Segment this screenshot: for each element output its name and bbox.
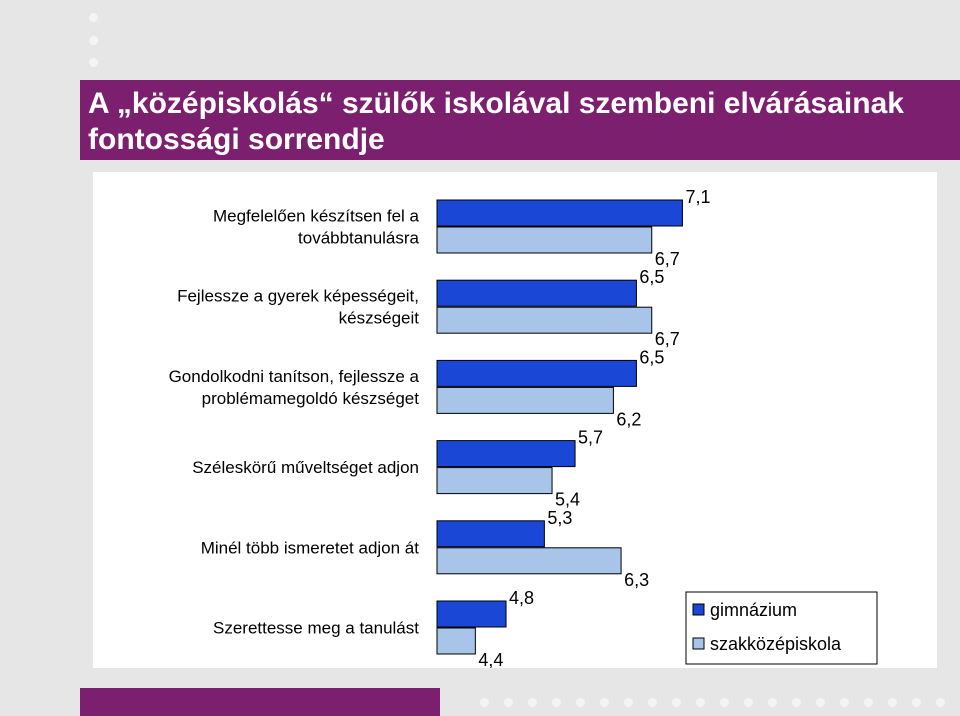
value-label: 6,5 (639, 267, 664, 287)
decor-dot (720, 698, 729, 707)
value-label: 6,5 (639, 347, 664, 367)
value-label: 6,7 (655, 329, 680, 349)
decor-dot (600, 698, 609, 707)
decor-dot (648, 698, 657, 707)
legend-swatch (692, 603, 705, 616)
decor-dot (89, 36, 98, 45)
value-label: 6,2 (616, 409, 641, 429)
bar-gimnazium (436, 199, 683, 227)
chart-panel: Megfelelően készítsen fel a továbbtanulás… (93, 172, 937, 668)
decor-dot (480, 698, 489, 707)
decor-dot (768, 698, 777, 707)
legend: gimnázium szakközépiskola (685, 591, 878, 665)
category-label: Széleskörű műveltséget adjon (192, 458, 419, 477)
value-label: 4,8 (509, 588, 534, 608)
decor-dot (744, 698, 753, 707)
legend-swatch (692, 637, 705, 650)
decor-dot (696, 698, 705, 707)
value-label: 5,4 (555, 490, 580, 510)
value-label: 7,1 (685, 187, 710, 207)
value-label: 6,7 (655, 249, 680, 269)
decor-dot (888, 698, 897, 707)
decor-dot (672, 698, 681, 707)
bar-chart: Megfelelően készítsen fel a továbbtanulás… (169, 187, 878, 668)
bar-gimnazium (436, 440, 576, 468)
bar-gimnazium (436, 279, 637, 307)
decor-dot (840, 698, 849, 707)
decor-dot (89, 13, 98, 22)
value-label: 4,4 (478, 650, 503, 668)
bar-szakkozepiskola (436, 627, 476, 655)
decor-dot (864, 698, 873, 707)
category-label: Fejlessze a gyerek képességeit, készségei… (177, 287, 419, 328)
decor-dot (792, 698, 801, 707)
decor-dot (936, 698, 945, 707)
bar-szakkozepiskola (436, 226, 653, 254)
decor-dot (816, 698, 825, 707)
legend-label: szakközépiskola (710, 634, 842, 654)
slide-title: A „középiskolás“ szülők iskolával szembe… (88, 87, 904, 156)
value-label: 5,7 (578, 428, 603, 448)
value-label: 6,3 (624, 570, 649, 590)
footer-band (80, 688, 440, 716)
bar-szakkozepiskola (436, 467, 553, 495)
bar-gimnazium (436, 359, 637, 387)
decor-dot (552, 698, 561, 707)
decor-dot (912, 698, 921, 707)
bar-szakkozepiskola (436, 547, 622, 575)
decor-dot (504, 698, 513, 707)
decor-dot (624, 698, 633, 707)
bar-gimnazium (436, 600, 507, 628)
decor-dot (576, 698, 585, 707)
legend-box (685, 591, 878, 665)
category-label: Szerettesse meg a tanulást (213, 619, 419, 638)
category-label: Megfelelően készítsen fel a továbbtanulás… (213, 207, 420, 248)
legend-label: gimnázium (710, 600, 797, 620)
decor-dot (528, 698, 537, 707)
bar-szakkozepiskola (436, 386, 614, 414)
decor-dot (89, 58, 98, 67)
bar-szakkozepiskola (436, 306, 653, 334)
title-band: A „középiskolás“ szülők iskolával szembe… (80, 80, 960, 160)
category-label: Minél több ismeretet adjon át (201, 538, 420, 557)
bar-gimnazium (436, 520, 545, 548)
category-label: Gondolkodni tanítson, fejlessze a problém… (169, 367, 420, 408)
value-label: 5,3 (547, 508, 572, 528)
